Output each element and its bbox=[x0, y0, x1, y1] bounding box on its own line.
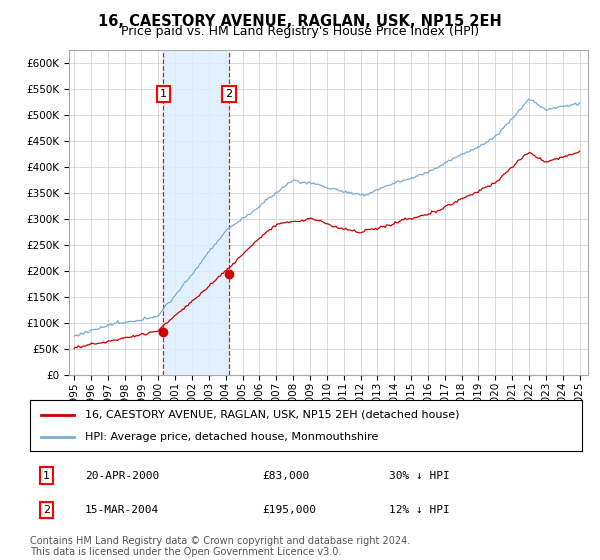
Text: 2: 2 bbox=[43, 505, 50, 515]
Text: £83,000: £83,000 bbox=[262, 470, 309, 480]
Text: 2: 2 bbox=[226, 89, 233, 99]
Text: Price paid vs. HM Land Registry's House Price Index (HPI): Price paid vs. HM Land Registry's House … bbox=[121, 25, 479, 38]
Text: HPI: Average price, detached house, Monmouthshire: HPI: Average price, detached house, Monm… bbox=[85, 432, 379, 442]
Text: 20-APR-2000: 20-APR-2000 bbox=[85, 470, 160, 480]
Text: £195,000: £195,000 bbox=[262, 505, 316, 515]
Text: 1: 1 bbox=[43, 470, 50, 480]
Text: 1: 1 bbox=[160, 89, 167, 99]
Text: 16, CAESTORY AVENUE, RAGLAN, USK, NP15 2EH: 16, CAESTORY AVENUE, RAGLAN, USK, NP15 2… bbox=[98, 14, 502, 29]
Text: 30% ↓ HPI: 30% ↓ HPI bbox=[389, 470, 449, 480]
Text: 12% ↓ HPI: 12% ↓ HPI bbox=[389, 505, 449, 515]
Text: Contains HM Land Registry data © Crown copyright and database right 2024.
This d: Contains HM Land Registry data © Crown c… bbox=[30, 535, 410, 557]
Bar bbox=[163, 50, 229, 375]
Text: 16, CAESTORY AVENUE, RAGLAN, USK, NP15 2EH (detached house): 16, CAESTORY AVENUE, RAGLAN, USK, NP15 2… bbox=[85, 409, 460, 419]
Text: 15-MAR-2004: 15-MAR-2004 bbox=[85, 505, 160, 515]
